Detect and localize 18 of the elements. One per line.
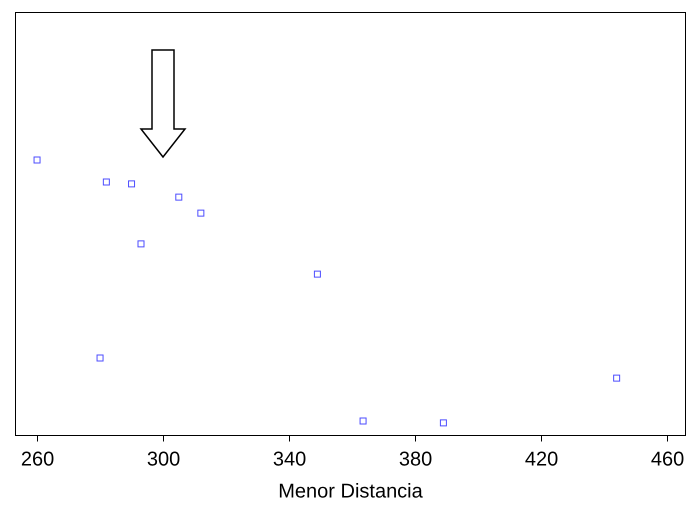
point (314, 270, 321, 278)
x-tick-label: 380 (398, 448, 432, 470)
x-tick-label: 460 (650, 448, 684, 470)
point (102, 178, 110, 186)
x-tick-label: 420 (524, 448, 558, 470)
point (197, 210, 204, 217)
point (613, 374, 620, 382)
point (440, 419, 447, 426)
point (360, 417, 367, 424)
point (34, 156, 41, 164)
point (128, 180, 136, 188)
x-tick-label: 300 (146, 448, 180, 470)
x-tick-label: 340 (272, 448, 306, 470)
x-tick-label: 260 (20, 448, 54, 470)
point (138, 240, 144, 248)
x-axis-title: Menor Distancia (278, 480, 424, 502)
point (175, 194, 182, 201)
point (96, 354, 104, 362)
